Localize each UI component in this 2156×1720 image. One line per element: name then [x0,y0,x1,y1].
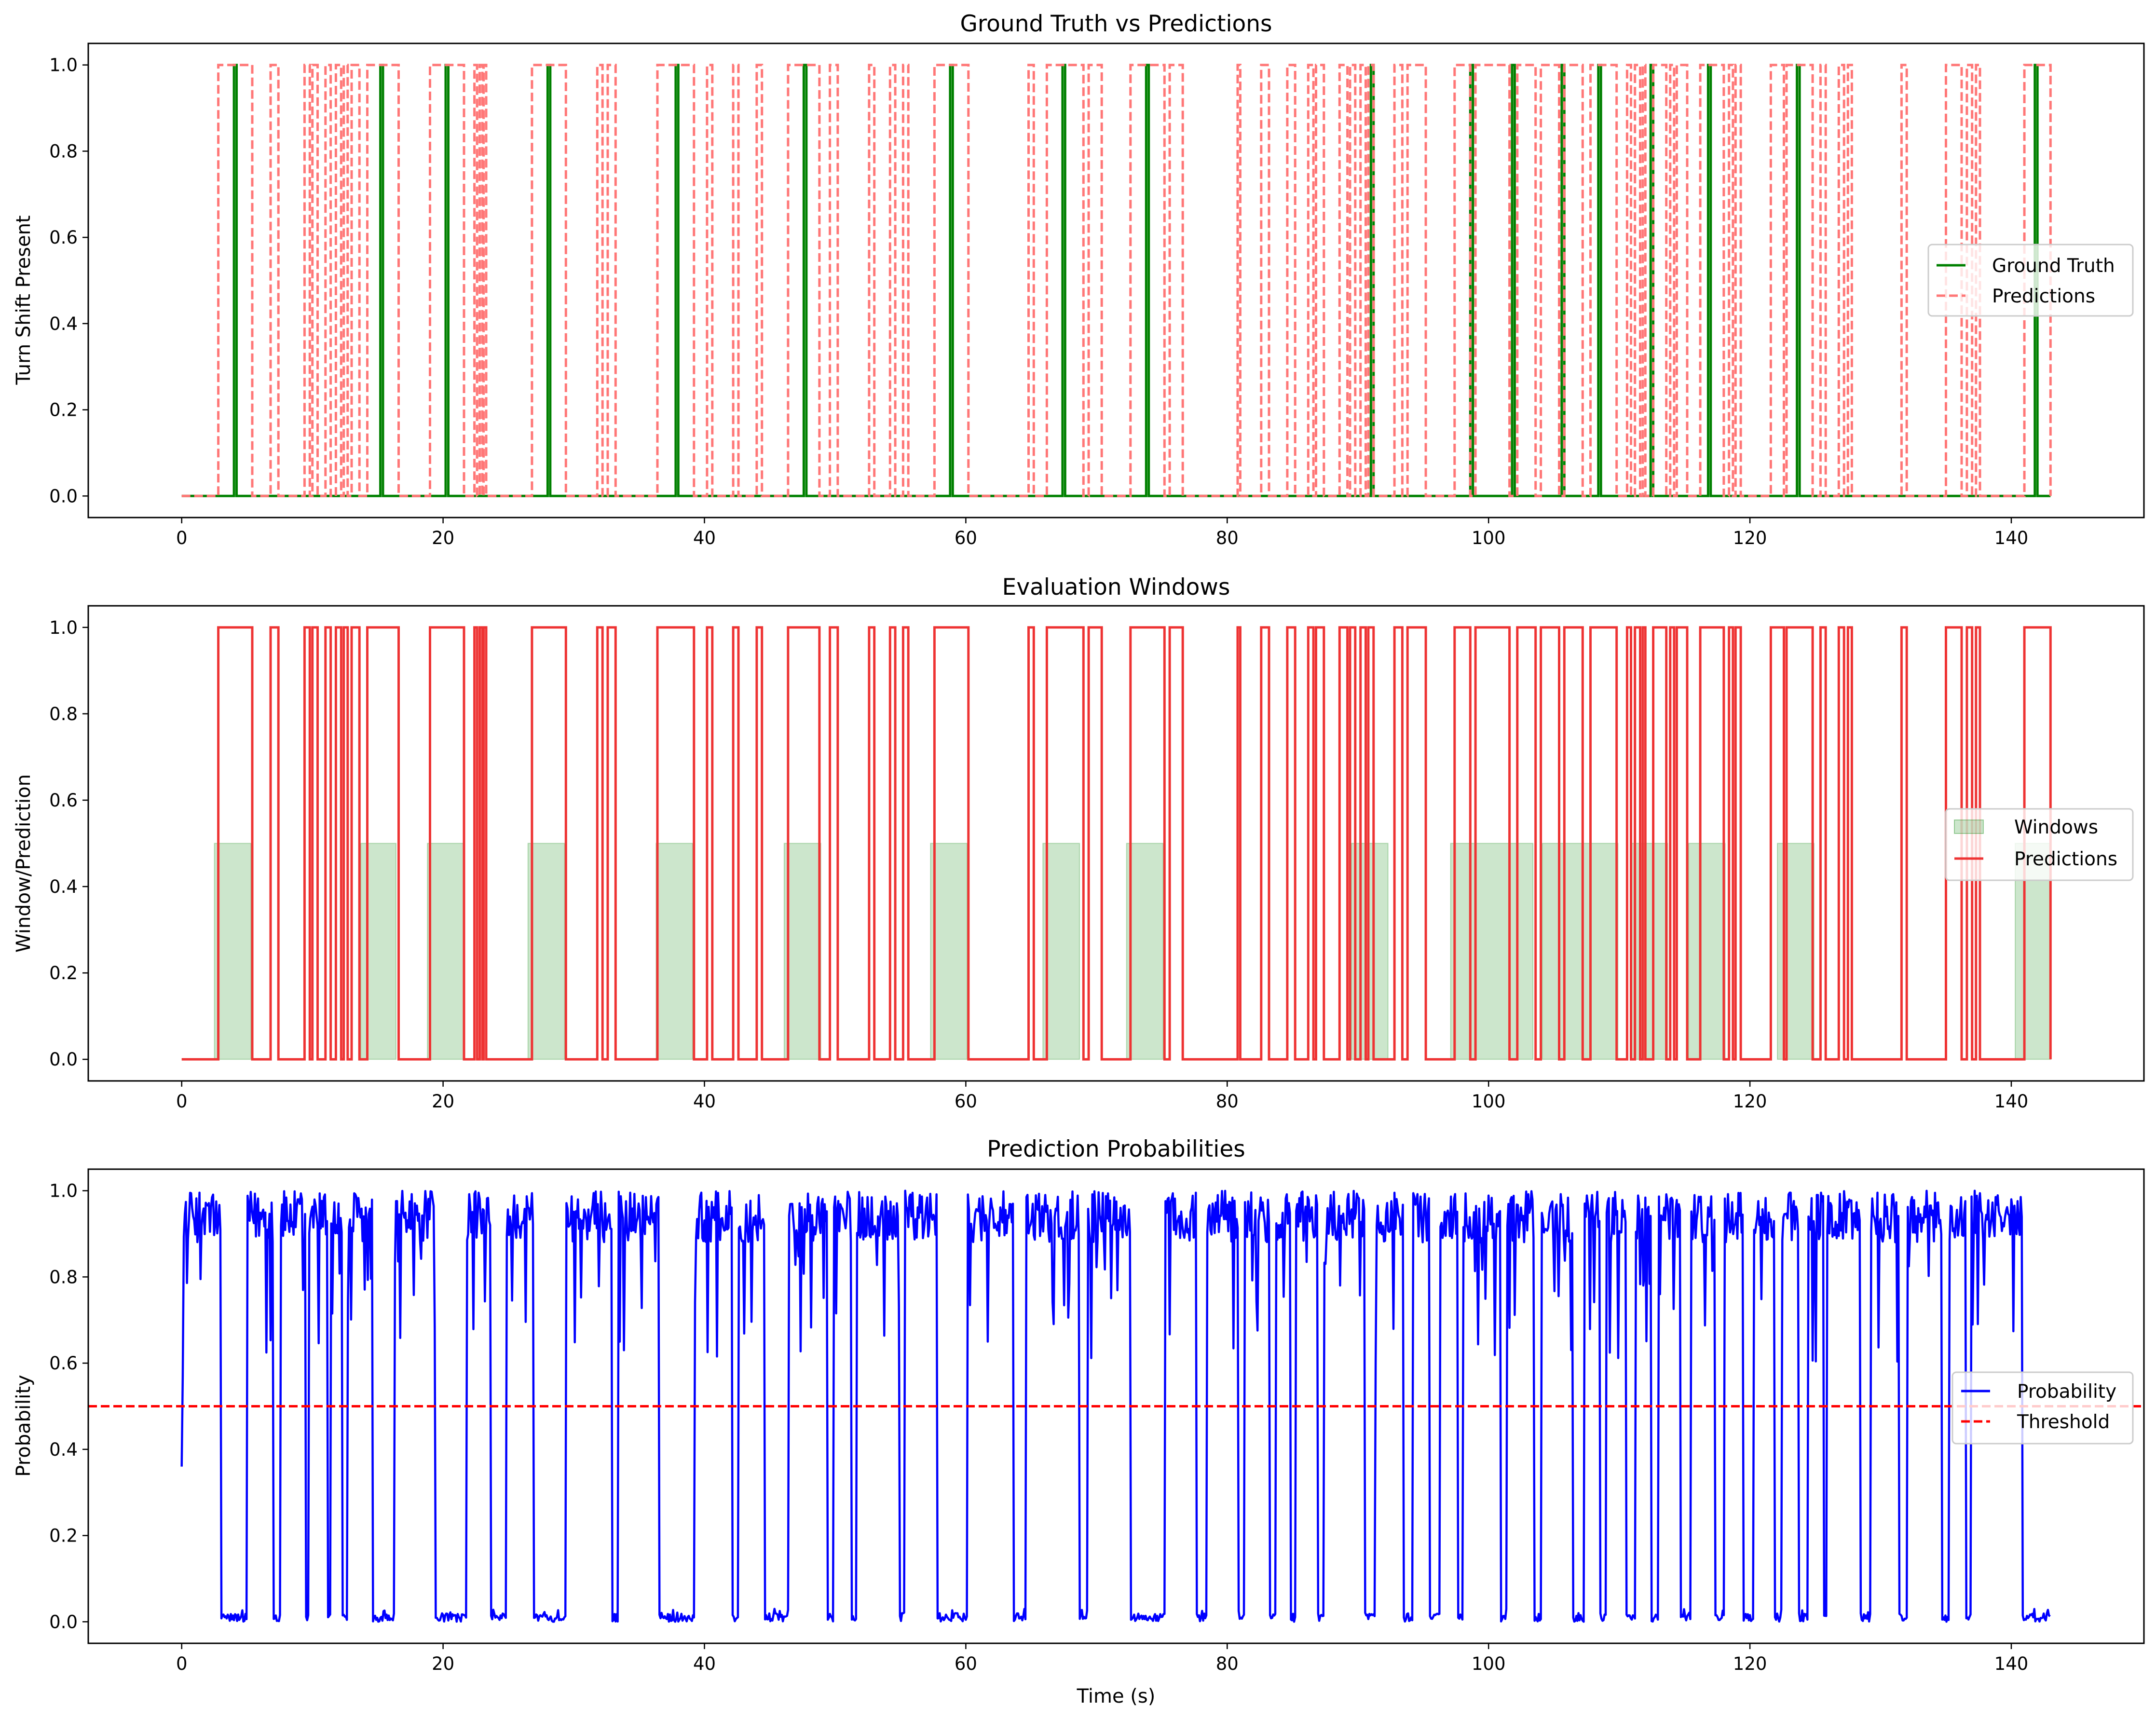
panel-ground-truth-vs-predictions: Ground Truth vs Predictions Turn Shift P… [13,11,2145,548]
panel-2-window-13 [1630,843,1668,1060]
panel-2-window-2 [360,843,397,1060]
panel-1-legend-label-predictions: Predictions [1992,286,2095,307]
panel-3-data-layer [88,1189,2144,1623]
panel-3-series-probability [180,1189,2051,1623]
panel-3-legend-box [1951,1371,2134,1445]
panel-2-y-tick-label-0: 0.0 [49,1049,78,1070]
panel-1-data-layer [181,64,2052,497]
panel-2-legend-box [1945,808,2134,881]
panel-2-legend-label-predictions: Predictions [2014,848,2117,870]
panel-1-series-predictions [181,64,2052,497]
panel-1-plot-frame [87,42,2145,519]
panel-2-window-5 [655,843,694,1060]
panel-2-y-ticks: 0.0 0.2 0.4 0.6 0.8 1.0 [49,617,88,1070]
panel-2-x-tick-label-20: 20 [432,1091,454,1112]
panel-3-x-tick-label-120: 120 [1733,1653,1767,1674]
panel-1-y-tick-label-2: 0.4 [49,314,78,334]
panel-1-legend: Ground Truth Predictions [1927,244,2134,317]
panel-3-x-tick-label-100: 100 [1472,1653,1506,1674]
panel-1-x-tick-label-80: 80 [1216,528,1239,548]
panel-2-bg-layer [214,843,2051,1060]
panel-2-x-tick-label-40: 40 [693,1091,716,1112]
panel-1-x-tick-label-0: 0 [176,528,188,548]
panel-2-window-4 [527,843,565,1060]
panel-2-window-10 [1351,843,1389,1060]
panel-2-legend-swatch-windows [1954,819,1984,834]
panel-1-y-tick-label-0: 0.0 [49,486,78,506]
panel-2-y-tick-label-4: 0.8 [49,704,78,724]
panel-1-x-tick-label-100: 100 [1472,528,1506,548]
panel-3-x-tick-label-40: 40 [693,1653,716,1674]
panel-2-legend-label-windows: Windows [2014,817,2098,838]
panel-2-window-11 [1450,843,1534,1060]
panel-2-y-tick-label-1: 0.2 [49,963,78,983]
panel-1-y-tick-label-3: 0.6 [49,227,78,248]
panel-3-x-tick-label-20: 20 [432,1653,454,1674]
panel-3-legend-label-probability: Probability [2017,1381,2116,1403]
panel-3-y-tick-label-2: 0.4 [49,1439,78,1460]
panel-1-title: Ground Truth vs Predictions [960,11,1272,37]
panel-1-x-tick-label-40: 40 [693,528,716,548]
panel-3-y-tick-label-5: 1.0 [49,1181,78,1201]
panel-2-x-tick-label-120: 120 [1733,1091,1767,1112]
panel-2-y-tick-label-3: 0.6 [49,790,78,811]
panel-2-ylabel: Window/Prediction [13,774,35,953]
panel-3-x-tick-label-80: 80 [1216,1653,1239,1674]
panel-2-window-6 [783,843,821,1060]
panel-evaluation-windows: Evaluation Windows Window/Prediction 0 20… [13,574,2145,1112]
panel-2-plot-frame [87,605,2145,1082]
panel-2-x-ticks: 0 20 40 60 80 100 120 140 [176,1081,2028,1112]
panel-2-window-7 [930,843,968,1060]
panel-3-y-tick-label-3: 0.6 [49,1353,78,1374]
panel-3-y-tick-label-0: 0.0 [49,1611,78,1632]
panel-2-legend: Windows Predictions [1945,808,2134,881]
panel-2-series-predictions [181,626,2052,1061]
panel-1-x-tick-label-20: 20 [432,528,454,548]
panel-3-title: Prediction Probabilities [987,1136,1245,1162]
panel-3-ylabel: Probability [13,1375,35,1476]
panel-1-x-ticks: 0 20 40 60 80 100 120 140 [176,518,2028,548]
panel-1-x-tick-label-140: 140 [1994,528,2029,548]
panel-prediction-probabilities: Prediction Probabilities Probability Tim… [13,1136,2145,1707]
panel-3-x-ticks: 0 20 40 60 80 100 120 140 [176,1643,2028,1674]
panel-3-y-ticks: 0.0 0.2 0.4 0.6 0.8 1.0 [49,1181,88,1632]
panel-1-x-tick-label-60: 60 [955,528,977,548]
panel-2-window-8 [1042,843,1080,1060]
panel-2-plot: 0 20 40 60 80 100 120 140 0.0 0.2 0.4 0.6 0.8 1.0 [49,605,2145,1112]
panel-2-x-tick-label-60: 60 [955,1091,977,1112]
panel-2-x-tick-label-100: 100 [1472,1091,1506,1112]
panel-3-x-tick-label-140: 140 [1994,1653,2029,1674]
panel-2-window-12 [1542,843,1619,1060]
panel-2-x-tick-label-0: 0 [176,1091,188,1112]
panel-3-y-tick-label-4: 0.8 [49,1267,78,1287]
panel-2-x-tick-label-140: 140 [1994,1091,2029,1112]
panel-3-legend-label-threshold: Threshold [2017,1411,2110,1433]
panel-3-plot: 0 20 40 60 80 100 120 140 0.0 0.2 0.4 0.6 0.8 1.0 [49,1168,2145,1674]
panel-3-xlabel: Time (s) [1077,1685,1156,1707]
panel-3-y-tick-label-1: 0.2 [49,1526,78,1546]
panel-3-plot-frame [87,1168,2145,1644]
panel-2-window-14 [1688,843,1726,1060]
panel-2-window-3 [427,843,464,1060]
panel-2-window-1 [214,843,252,1060]
panel-1-ylabel: Turn Shift Present [13,215,35,385]
panel-2-x-tick-label-80: 80 [1216,1091,1239,1112]
panel-1-y-ticks: 0.0 0.2 0.4 0.6 0.8 1.0 [49,55,88,506]
panel-2-data-layer [181,626,2052,1061]
panel-1-y-tick-label-4: 0.8 [49,141,78,162]
panel-2-title: Evaluation Windows [1002,574,1230,601]
panel-1-legend-box [1927,244,2134,317]
panel-2-window-9 [1126,843,1164,1060]
panel-1-y-tick-label-5: 1.0 [49,55,78,76]
panel-1-plot: 0 20 40 60 80 100 120 140 0.0 0.2 0.4 0.6 0.8 1.0 [49,42,2145,548]
panel-1-y-tick-label-1: 0.2 [49,400,78,421]
panel-3-x-tick-label-0: 0 [176,1653,188,1674]
panel-3-legend: Probability Threshold [1951,1371,2134,1445]
panel-1-x-tick-label-120: 120 [1733,528,1767,548]
panel-1-legend-label-ground-truth: Ground Truth [1992,255,2115,277]
panel-3-x-tick-label-60: 60 [955,1653,977,1674]
panel-2-y-tick-label-5: 1.0 [49,617,78,638]
panel-2-y-tick-label-2: 0.4 [49,876,78,897]
